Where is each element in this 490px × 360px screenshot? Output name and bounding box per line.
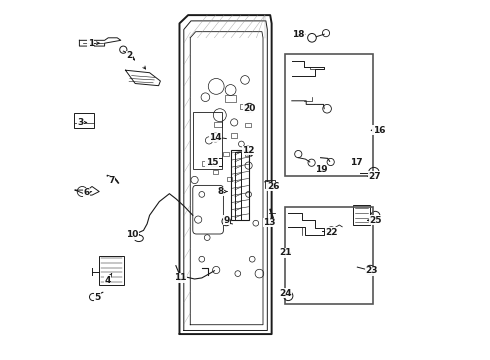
- Text: 22: 22: [325, 228, 338, 237]
- Text: 8: 8: [218, 187, 223, 196]
- Text: 21: 21: [279, 248, 292, 257]
- Text: 9: 9: [223, 216, 229, 225]
- Text: 23: 23: [366, 266, 378, 275]
- Text: 27: 27: [368, 172, 381, 181]
- Bar: [99, 256, 123, 285]
- Bar: [211, 158, 222, 166]
- Text: 7: 7: [109, 176, 115, 185]
- Bar: [74, 113, 94, 128]
- Bar: [227, 177, 232, 181]
- Text: 6: 6: [83, 188, 90, 197]
- Bar: [215, 122, 221, 127]
- Bar: [245, 152, 251, 156]
- Bar: [193, 112, 221, 169]
- Bar: [202, 161, 208, 166]
- Text: 25: 25: [369, 216, 382, 225]
- Text: 26: 26: [267, 182, 279, 191]
- Bar: [353, 205, 370, 225]
- Text: 1: 1: [88, 39, 94, 48]
- Bar: [213, 170, 219, 174]
- Bar: [285, 207, 373, 304]
- Text: 3: 3: [77, 118, 83, 127]
- Text: 13: 13: [263, 218, 276, 227]
- Text: 18: 18: [292, 30, 304, 39]
- Text: 5: 5: [94, 292, 100, 302]
- Text: 16: 16: [373, 126, 385, 135]
- Text: 12: 12: [243, 146, 255, 155]
- Text: 20: 20: [243, 104, 255, 113]
- Text: 11: 11: [174, 274, 187, 282]
- Text: 4: 4: [104, 276, 111, 284]
- Bar: [265, 180, 275, 188]
- Text: 15: 15: [206, 158, 218, 167]
- Bar: [285, 54, 373, 176]
- Bar: [231, 133, 237, 138]
- Text: 24: 24: [279, 289, 292, 298]
- Text: 10: 10: [126, 230, 139, 239]
- Bar: [225, 95, 236, 102]
- Text: 17: 17: [349, 158, 362, 167]
- Bar: [240, 104, 247, 109]
- Bar: [245, 123, 251, 127]
- Bar: [223, 152, 229, 156]
- Text: 2: 2: [127, 51, 133, 60]
- Text: 14: 14: [209, 133, 222, 142]
- Text: 19: 19: [315, 165, 328, 174]
- Bar: [231, 150, 248, 220]
